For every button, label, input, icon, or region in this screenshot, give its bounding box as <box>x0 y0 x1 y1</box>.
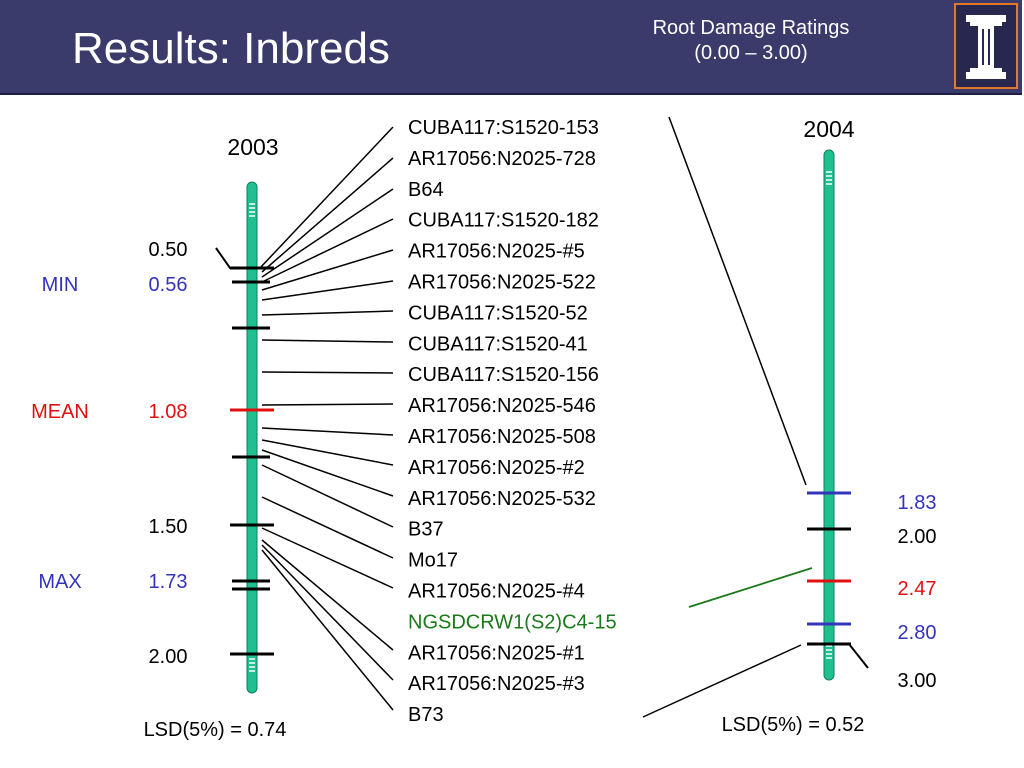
entry-label: B73 <box>408 704 444 726</box>
entry-connector-left <box>261 339 394 343</box>
entry-connector-left <box>261 218 394 283</box>
right-axis-label: 1.83 <box>898 492 937 514</box>
entry-label: CUBA117:S1520-156 <box>408 364 599 386</box>
entry-connector-left <box>261 549 394 711</box>
entry-connector-left <box>261 539 394 651</box>
entry-label: AR17056:N2025-728 <box>408 148 596 170</box>
entry-connector-left <box>261 188 394 278</box>
entry-label: Mo17 <box>408 550 458 572</box>
right-axis-label: 2.00 <box>898 526 937 548</box>
entry-label: AR17056:N2025-#2 <box>408 457 585 479</box>
right-lsd-label: LSD(5%) = 0.52 <box>722 714 865 736</box>
left-year-label: 2003 <box>227 134 278 160</box>
entry-connector-left <box>261 427 394 436</box>
entry-label: NGSDCRW1(S2)C4-15 <box>408 611 617 633</box>
right-rating-bar <box>823 149 835 681</box>
entry-label: CUBA117:S1520-182 <box>408 210 599 232</box>
entry-connector-right <box>668 116 807 486</box>
rating-scale-range: (0.00 – 3.00) <box>694 42 808 64</box>
entry-label: AR17056:N2025-532 <box>408 488 596 510</box>
entry-label: CUBA117:S1520-153 <box>408 117 599 139</box>
left-stat-label: MEAN <box>31 401 89 423</box>
left-tick-leader <box>215 247 250 269</box>
entry-label: B64 <box>408 179 444 201</box>
right-axis-label: 2.80 <box>898 622 937 644</box>
entry-label: AR17056:N2025-#5 <box>408 241 585 263</box>
left-stat-label: MIN <box>42 274 79 296</box>
right-year-label: 2004 <box>803 116 854 142</box>
entry-label: AR17056:N2025-#3 <box>408 673 585 695</box>
left-stat-value: 1.73 <box>149 571 188 593</box>
entry-connector-left <box>259 126 394 269</box>
column-logo-icon <box>966 15 1006 79</box>
entry-label: AR17056:N2025-508 <box>408 426 596 448</box>
entry-connector-left <box>261 544 394 681</box>
entry-label: CUBA117:S1520-41 <box>408 333 588 355</box>
entry-connector-left <box>261 280 394 301</box>
right-axis-label: 2.47 <box>898 578 937 600</box>
entry-connector-left <box>261 157 394 273</box>
entry-label: B37 <box>408 519 444 541</box>
entry-label: AR17056:N2025-522 <box>408 272 596 294</box>
entry-connector-left <box>261 527 394 589</box>
rating-scale-title: Root Damage Ratings <box>652 17 850 39</box>
slide-header: Results: Inbreds Root Damage Ratings (0.… <box>0 0 1022 95</box>
entry-connector-left <box>261 249 394 291</box>
entry-connector-left <box>261 496 394 559</box>
rating-scale-caption: Root Damage Ratings (0.00 – 3.00) <box>598 16 904 66</box>
slide-title: Results: Inbreds <box>72 24 390 73</box>
left-lsd-label: LSD(5%) = 0.74 <box>144 719 287 741</box>
entry-connector-left <box>261 449 394 497</box>
entry-connector-left <box>261 403 394 406</box>
left-stat-label: MAX <box>38 571 81 593</box>
highlight-connector-right <box>688 567 813 608</box>
right-tick-leader <box>829 643 869 669</box>
entry-label: AR17056:N2025-546 <box>408 395 596 417</box>
entry-connector-left <box>261 371 394 374</box>
entry-connector-left <box>261 310 394 316</box>
left-rating-bar <box>246 181 258 694</box>
entry-connector-left <box>261 464 394 528</box>
entry-connector-right <box>642 644 802 718</box>
university-logo <box>954 3 1018 89</box>
entry-label: AR17056:N2025-#1 <box>408 642 585 664</box>
left-axis-tick-label: 2.00 <box>149 646 188 668</box>
right-axis-label: 3.00 <box>898 670 937 692</box>
entry-label: CUBA117:S1520-52 <box>408 302 588 324</box>
left-axis-tick-label: 1.50 <box>149 516 188 538</box>
left-stat-value: 1.08 <box>149 401 188 423</box>
entry-label: AR17056:N2025-#4 <box>408 581 585 603</box>
left-stat-value: 0.56 <box>149 274 188 296</box>
entry-connector-left <box>261 439 394 466</box>
left-axis-tick-label: 0.50 <box>149 239 188 261</box>
